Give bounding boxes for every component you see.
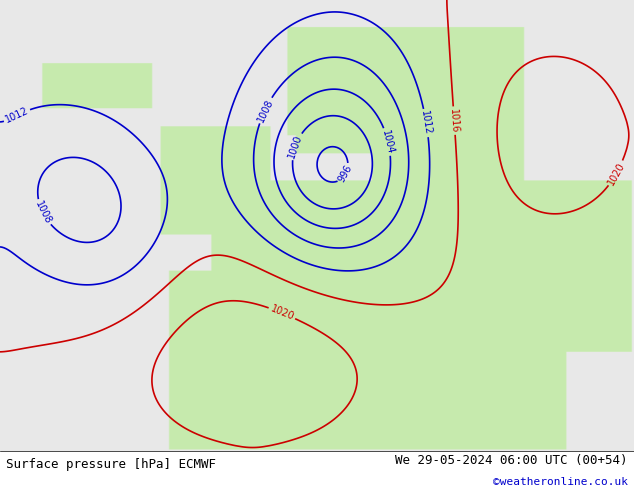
Text: 1008: 1008 [33, 199, 53, 226]
Text: 1000: 1000 [287, 133, 304, 159]
Text: 1020: 1020 [606, 160, 626, 187]
Text: Surface pressure [hPa] ECMWF: Surface pressure [hPa] ECMWF [6, 458, 216, 471]
Text: 1004: 1004 [380, 129, 396, 155]
Text: 1012: 1012 [419, 110, 433, 136]
Text: 1008: 1008 [256, 97, 275, 123]
Text: 1012: 1012 [4, 106, 30, 125]
Text: ©weatheronline.co.uk: ©weatheronline.co.uk [493, 477, 628, 487]
Text: We 29-05-2024 06:00 UTC (00+54): We 29-05-2024 06:00 UTC (00+54) [395, 454, 628, 467]
Text: 996: 996 [337, 163, 354, 184]
Text: 1020: 1020 [269, 304, 295, 322]
Text: 1016: 1016 [448, 108, 460, 133]
